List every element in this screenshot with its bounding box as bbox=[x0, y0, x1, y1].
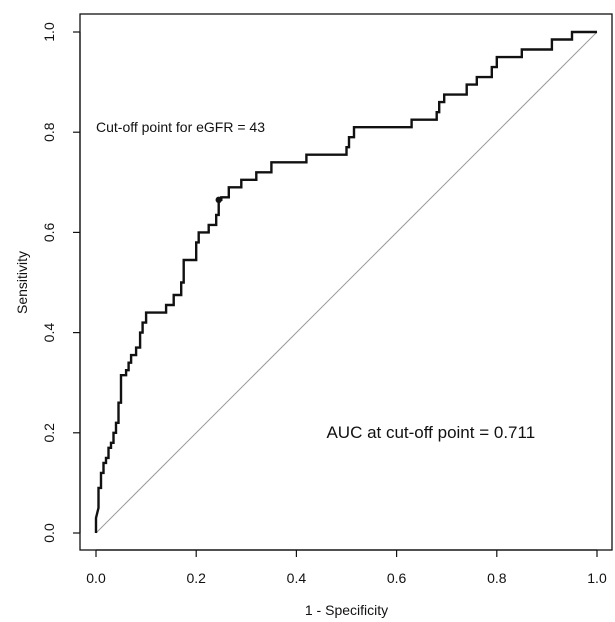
x-axis-label: 1 - Specificity bbox=[305, 602, 388, 618]
series-layer bbox=[94, 30, 598, 534]
y-tick-label: 0.0 bbox=[41, 523, 57, 543]
x-tick-label: 0.0 bbox=[86, 570, 106, 586]
y-tick-label: 0.2 bbox=[41, 423, 57, 443]
roc-curve bbox=[94, 30, 597, 533]
annotation-layer: Cut-off point for eGFR = 43 AUC at cut-of… bbox=[96, 119, 535, 442]
y-tick-label: 0.4 bbox=[41, 323, 57, 343]
x-tick-label: 0.2 bbox=[186, 570, 206, 586]
cutoff-point-marker bbox=[215, 196, 222, 204]
cutoff-annotation: Cut-off point for eGFR = 43 bbox=[96, 119, 265, 135]
y-axis-label: Sensitivity bbox=[14, 251, 30, 314]
x-tick-label: 1.0 bbox=[587, 570, 607, 586]
x-tick-label: 0.8 bbox=[487, 570, 507, 586]
x-tick-label: 0.6 bbox=[387, 570, 407, 586]
y-tick-label: 1.0 bbox=[41, 22, 57, 42]
y-tick-label: 0.8 bbox=[41, 122, 57, 142]
x-axis: 0.0 0.2 0.4 0.6 0.8 1.0 bbox=[86, 549, 607, 586]
auc-annotation: AUC at cut-off point = 0.711 bbox=[326, 423, 535, 442]
y-tick-label: 0.6 bbox=[41, 222, 57, 242]
reference-diagonal-line bbox=[95, 31, 598, 534]
y-axis: 0.0 0.2 0.4 0.6 0.8 1.0 bbox=[41, 22, 81, 543]
x-tick-label: 0.4 bbox=[287, 570, 307, 586]
